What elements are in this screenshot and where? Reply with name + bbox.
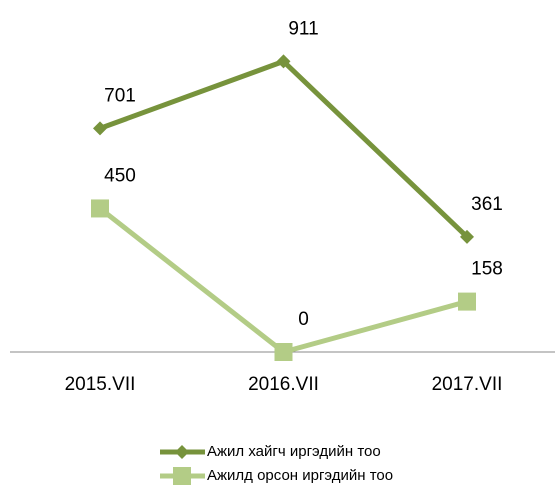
x-tick-label: 2016.VII (248, 374, 319, 395)
series-line (99, 58, 469, 239)
marker (175, 445, 189, 459)
marker (91, 199, 109, 218)
data-label: 158 (471, 259, 503, 280)
legend-label: Ажилд орсон иргэдийн тоо (207, 467, 393, 484)
marker (173, 467, 191, 485)
data-label: 911 (288, 18, 318, 39)
marker (460, 229, 474, 244)
marker (276, 54, 291, 69)
data-label: 361 (471, 194, 503, 215)
x-tick-label: 2015.VII (65, 374, 136, 395)
marker (458, 292, 476, 311)
data-label: 450 (104, 165, 136, 186)
marker (274, 343, 293, 361)
marker (93, 121, 107, 136)
x-tick-label: 2017.VII (432, 374, 503, 395)
data-label: 701 (104, 85, 136, 106)
series-line (98, 206, 468, 355)
legend-label: Ажил хайгч иргэдийн тоо (207, 443, 381, 460)
data-label: 0 (298, 309, 309, 330)
